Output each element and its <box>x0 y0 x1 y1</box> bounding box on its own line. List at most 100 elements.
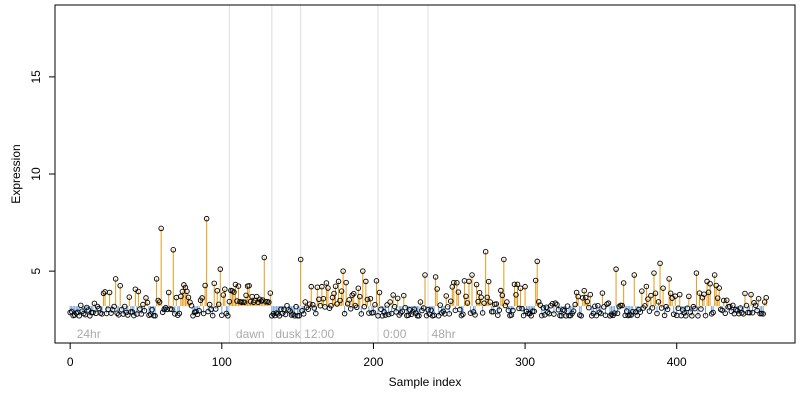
data-point <box>470 309 477 315</box>
data-point <box>619 302 625 309</box>
data-point <box>297 256 304 263</box>
data-point <box>661 312 668 319</box>
x-tick-label: 0 <box>67 355 74 369</box>
data-point <box>490 308 496 315</box>
data-point <box>646 308 653 314</box>
data-point <box>514 281 521 288</box>
data-point <box>293 303 299 310</box>
data-point <box>267 290 274 296</box>
data-point <box>746 309 753 316</box>
data-point <box>255 299 261 305</box>
data-point <box>325 285 331 291</box>
data-point <box>112 276 119 282</box>
x-axis: 0 100 200 300 400 <box>67 342 687 369</box>
data-point <box>219 312 225 318</box>
data-point <box>209 312 216 319</box>
data-point <box>370 309 377 316</box>
data-point <box>711 272 718 278</box>
data-point <box>552 300 559 306</box>
data-point <box>586 304 592 311</box>
data-point <box>457 306 463 313</box>
data-point <box>184 288 190 295</box>
data-point <box>634 312 641 319</box>
data-point <box>372 301 378 308</box>
data-point <box>155 297 161 304</box>
data-point <box>331 290 337 297</box>
data-point <box>605 300 612 306</box>
data-point <box>152 313 158 319</box>
data-point <box>176 310 183 317</box>
data-point <box>376 289 383 296</box>
data-point <box>385 311 392 318</box>
data-point <box>670 311 677 318</box>
data-point <box>473 281 480 288</box>
data-point <box>350 290 357 297</box>
data-point <box>358 311 365 317</box>
data-point <box>631 272 638 278</box>
data-point <box>100 290 107 297</box>
data-point <box>143 295 149 301</box>
data-point <box>363 278 369 285</box>
data-point <box>399 308 406 315</box>
data-point <box>498 287 504 294</box>
data-point <box>620 280 627 286</box>
data-point <box>253 293 260 300</box>
data-point <box>487 299 493 305</box>
data-point <box>607 313 613 319</box>
data-point <box>394 295 401 302</box>
data-point <box>722 310 728 317</box>
data-point <box>642 303 648 309</box>
data-point <box>695 313 701 319</box>
data-point <box>91 300 98 307</box>
data-point <box>742 290 748 297</box>
data-point <box>438 310 445 316</box>
data-point <box>651 270 657 276</box>
data-point <box>570 308 577 314</box>
data-point <box>677 291 683 298</box>
group-separators <box>228 5 429 343</box>
data-point <box>349 292 355 298</box>
data-point <box>683 313 689 319</box>
data-point <box>434 286 440 292</box>
data-point <box>178 293 184 300</box>
data-point <box>448 298 454 304</box>
data-point <box>535 299 542 305</box>
data-point <box>217 266 224 272</box>
data-point <box>170 247 177 253</box>
data-point <box>188 302 195 309</box>
data-point <box>81 310 87 317</box>
data-point <box>126 294 133 300</box>
data-point <box>698 306 704 312</box>
data-point <box>384 302 390 308</box>
data-point <box>323 280 330 286</box>
data-point <box>645 296 651 302</box>
data-point <box>346 297 352 303</box>
data-point <box>564 303 571 309</box>
data-point <box>307 301 313 307</box>
data-point <box>540 305 547 311</box>
data-point <box>692 305 698 312</box>
data-point <box>561 307 568 314</box>
data-point <box>373 278 380 284</box>
data-point <box>128 309 134 315</box>
data-point <box>335 278 342 285</box>
data-point <box>463 293 469 300</box>
data-point <box>144 299 151 306</box>
data-point <box>243 292 249 299</box>
data-point <box>476 289 483 296</box>
data-point <box>413 310 419 316</box>
data-point <box>299 308 305 314</box>
data-point <box>432 274 439 280</box>
y-tick-label: 15 <box>29 70 43 84</box>
data-point <box>232 281 239 288</box>
data-point <box>203 215 210 222</box>
data-point <box>302 299 308 305</box>
data-point <box>382 312 389 318</box>
data-point <box>300 311 307 317</box>
data-point <box>402 304 409 311</box>
data-point <box>332 283 339 290</box>
data-point <box>689 313 695 319</box>
data-point <box>266 299 272 305</box>
data-point <box>199 295 205 301</box>
data-point <box>596 309 603 316</box>
